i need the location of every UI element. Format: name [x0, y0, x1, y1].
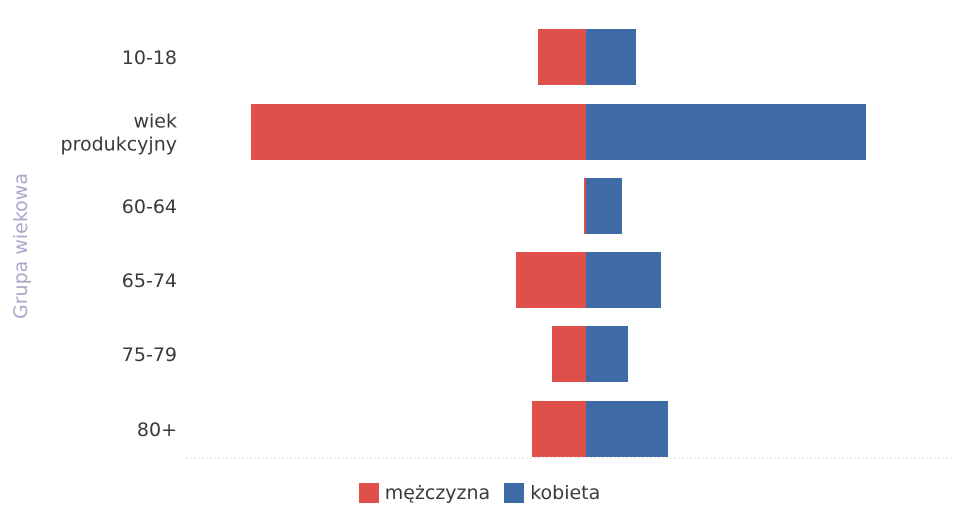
legend-swatch-male	[358, 483, 379, 503]
category-label-6: 80+	[137, 419, 177, 441]
category-label-2: wiek produkcyjny	[61, 111, 177, 156]
legend-label-male: mężczyzna	[384, 482, 491, 504]
legend-item-male: mężczyzna	[358, 482, 491, 504]
bar-female-2	[586, 104, 866, 160]
bar-female-1	[586, 29, 636, 85]
bar-male-3	[584, 178, 586, 234]
bar-female-3	[586, 178, 622, 234]
bar-male-1	[538, 29, 586, 85]
bar-male-4	[516, 252, 586, 308]
bar-male-5	[552, 326, 586, 382]
y-axis-title: Grupa wiekowa	[10, 173, 32, 319]
bar-male-6	[532, 401, 586, 457]
legend-item-female: kobieta	[504, 482, 600, 504]
legend: mężczyzna kobieta	[0, 482, 959, 504]
legend-swatch-female	[504, 483, 525, 503]
bar-male-2	[251, 104, 586, 160]
bar-female-4	[586, 252, 661, 308]
category-label-1: 10-18	[122, 47, 177, 69]
bars-group	[251, 29, 866, 457]
category-label-4: 65-74	[122, 270, 177, 292]
bar-female-5	[586, 326, 628, 382]
legend-label-female: kobieta	[530, 482, 601, 504]
bar-female-6	[586, 401, 668, 457]
category-labels-group: 10-18 wiek produkcyjny 60-64 65-74 75-79 80+	[61, 47, 177, 441]
category-label-5: 75-79	[122, 344, 177, 366]
category-label-3: 60-64	[122, 196, 177, 218]
